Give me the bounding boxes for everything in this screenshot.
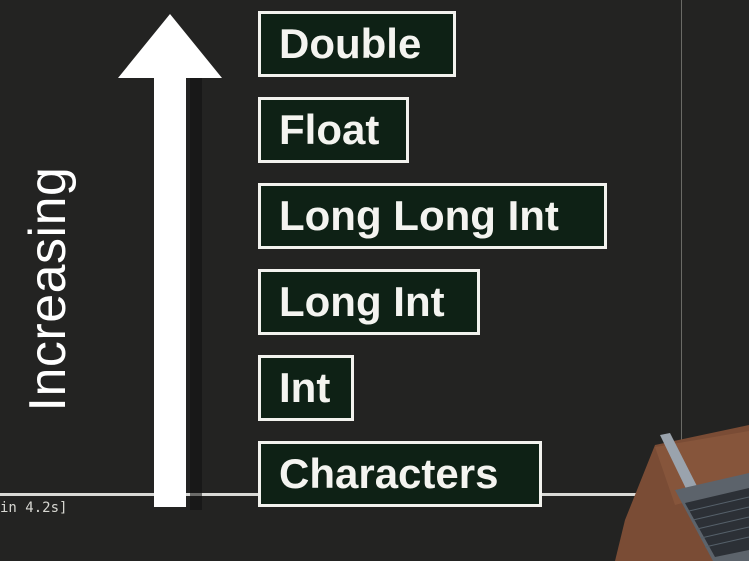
type-box-characters: Characters bbox=[258, 441, 542, 507]
code-fragment bbox=[0, 0, 160, 7]
type-box-double: Double bbox=[258, 11, 456, 77]
laptop-corner-image bbox=[615, 425, 749, 561]
type-box-long-long-int: Long Long Int bbox=[258, 183, 607, 249]
type-box-int: Int bbox=[258, 355, 354, 421]
type-box-float: Float bbox=[258, 97, 409, 163]
keyboard-keys bbox=[688, 496, 749, 548]
axis-label-increasing: Increasing bbox=[19, 166, 77, 412]
increasing-arrow-icon bbox=[118, 14, 222, 510]
terminal-timing-text: in 4.2s] bbox=[0, 500, 68, 516]
editor-divider bbox=[681, 0, 682, 460]
laptop-keyboard bbox=[685, 488, 749, 557]
arrow-shape bbox=[118, 14, 222, 507]
type-box-long-int: Long Int bbox=[258, 269, 480, 335]
arrow-shadow bbox=[180, 50, 222, 510]
